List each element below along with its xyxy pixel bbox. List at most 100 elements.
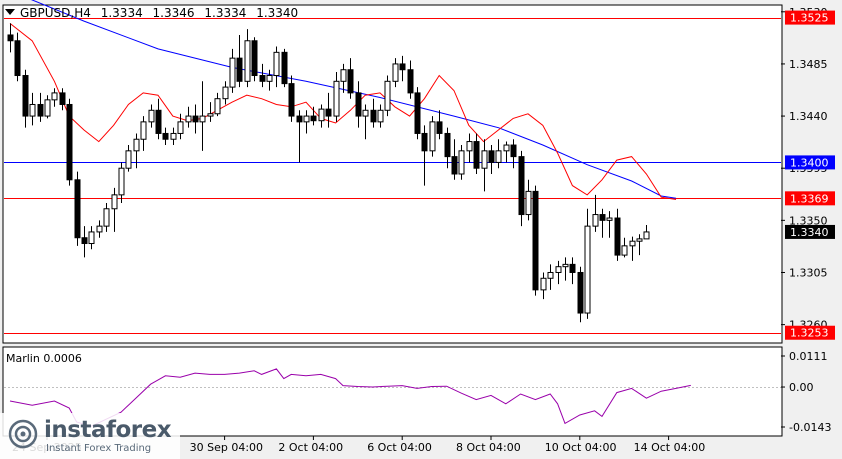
candle-body	[481, 150, 488, 169]
candle	[288, 75, 295, 122]
high-value: 1.3346	[152, 6, 195, 20]
candle	[407, 60, 414, 99]
candle-body	[584, 225, 591, 314]
candle	[333, 72, 340, 122]
candle	[118, 162, 125, 203]
candle	[236, 34, 243, 88]
candle	[414, 87, 421, 140]
watermark-brand: instaforex	[44, 417, 172, 443]
candle-body	[281, 51, 288, 85]
moving-averages-layer	[9, 0, 677, 200]
indicator-name: Marlin	[6, 352, 40, 365]
time-tick-label: 2 Oct 04:00	[278, 441, 343, 454]
candle-body	[29, 103, 36, 117]
candle	[229, 48, 236, 93]
candle-body	[103, 208, 110, 227]
candle-body	[370, 109, 377, 123]
candle-body	[532, 190, 539, 291]
candle	[584, 208, 591, 319]
candle	[273, 46, 280, 88]
candle-body	[37, 103, 44, 117]
candle-body	[170, 132, 177, 140]
candle	[451, 139, 458, 180]
candle-body	[333, 80, 340, 117]
candle-body	[236, 57, 243, 82]
candle	[162, 127, 169, 146]
candle	[59, 88, 66, 111]
candle-body	[407, 69, 414, 94]
candle	[495, 139, 502, 169]
candle-body	[66, 103, 73, 181]
candle	[96, 220, 103, 238]
candle-body	[436, 121, 443, 134]
candle-body	[81, 237, 88, 245]
candle	[473, 133, 480, 174]
oscillator-tick-label: 0.0111	[789, 350, 828, 363]
candle	[347, 58, 354, 99]
candle	[303, 110, 310, 134]
level-price-tag	[785, 191, 835, 206]
candles-layer	[7, 23, 650, 323]
candle-body	[518, 156, 525, 216]
candle-body	[503, 144, 510, 152]
candle	[458, 145, 465, 180]
candle-body	[466, 141, 473, 152]
oscillator-layer	[4, 368, 781, 427]
candle-body	[155, 109, 162, 134]
indicator-value: 0.0006	[43, 352, 82, 365]
candle	[29, 92, 36, 126]
candle	[66, 98, 73, 186]
candle	[370, 98, 377, 128]
candle-body	[207, 113, 214, 117]
candle-body	[458, 150, 465, 175]
candle-body	[259, 75, 266, 82]
current-price-tag	[785, 224, 835, 239]
candle-body	[377, 109, 384, 123]
candle-body	[414, 92, 421, 134]
candle-body	[125, 150, 132, 169]
candle	[148, 104, 155, 128]
candle	[318, 104, 325, 128]
level-price-tag-text: 1.3369	[790, 192, 829, 205]
candle	[555, 260, 562, 285]
candle-body	[111, 194, 118, 210]
candle-body	[421, 132, 428, 152]
candle	[155, 98, 162, 140]
candle-body	[392, 63, 399, 82]
candle	[481, 139, 488, 192]
candle	[185, 106, 192, 128]
candle	[192, 104, 199, 134]
chart-menu-arrow-icon[interactable]	[5, 9, 15, 15]
candle	[525, 179, 532, 221]
price-tick-label: 1.3305	[789, 266, 828, 279]
candle-body	[318, 108, 325, 122]
time-tick-label: 6 Oct 04:00	[367, 441, 432, 454]
candle-body	[229, 57, 236, 88]
slow-moving-average-line	[30, 0, 677, 199]
candle-body	[510, 144, 517, 158]
horizontal-lines-layer	[4, 18, 781, 334]
candle	[518, 150, 525, 227]
candle-body	[244, 40, 251, 82]
candle-body	[355, 92, 362, 117]
candle	[140, 116, 147, 151]
level-price-tag-text: 1.3400	[790, 156, 829, 169]
candle-body	[133, 138, 140, 152]
candle	[177, 113, 184, 140]
candle-body	[51, 92, 58, 101]
candle	[392, 58, 399, 88]
candle	[562, 257, 569, 281]
candle-body	[325, 108, 332, 117]
candle	[340, 63, 347, 93]
candle-body	[562, 263, 569, 268]
candle-body	[384, 80, 391, 111]
candle	[103, 202, 110, 232]
candle	[606, 211, 613, 238]
level-price-tag	[785, 155, 835, 170]
candle	[7, 23, 14, 53]
candle-body	[547, 271, 554, 279]
candle-body	[451, 156, 458, 175]
level-price-tag	[785, 325, 835, 340]
